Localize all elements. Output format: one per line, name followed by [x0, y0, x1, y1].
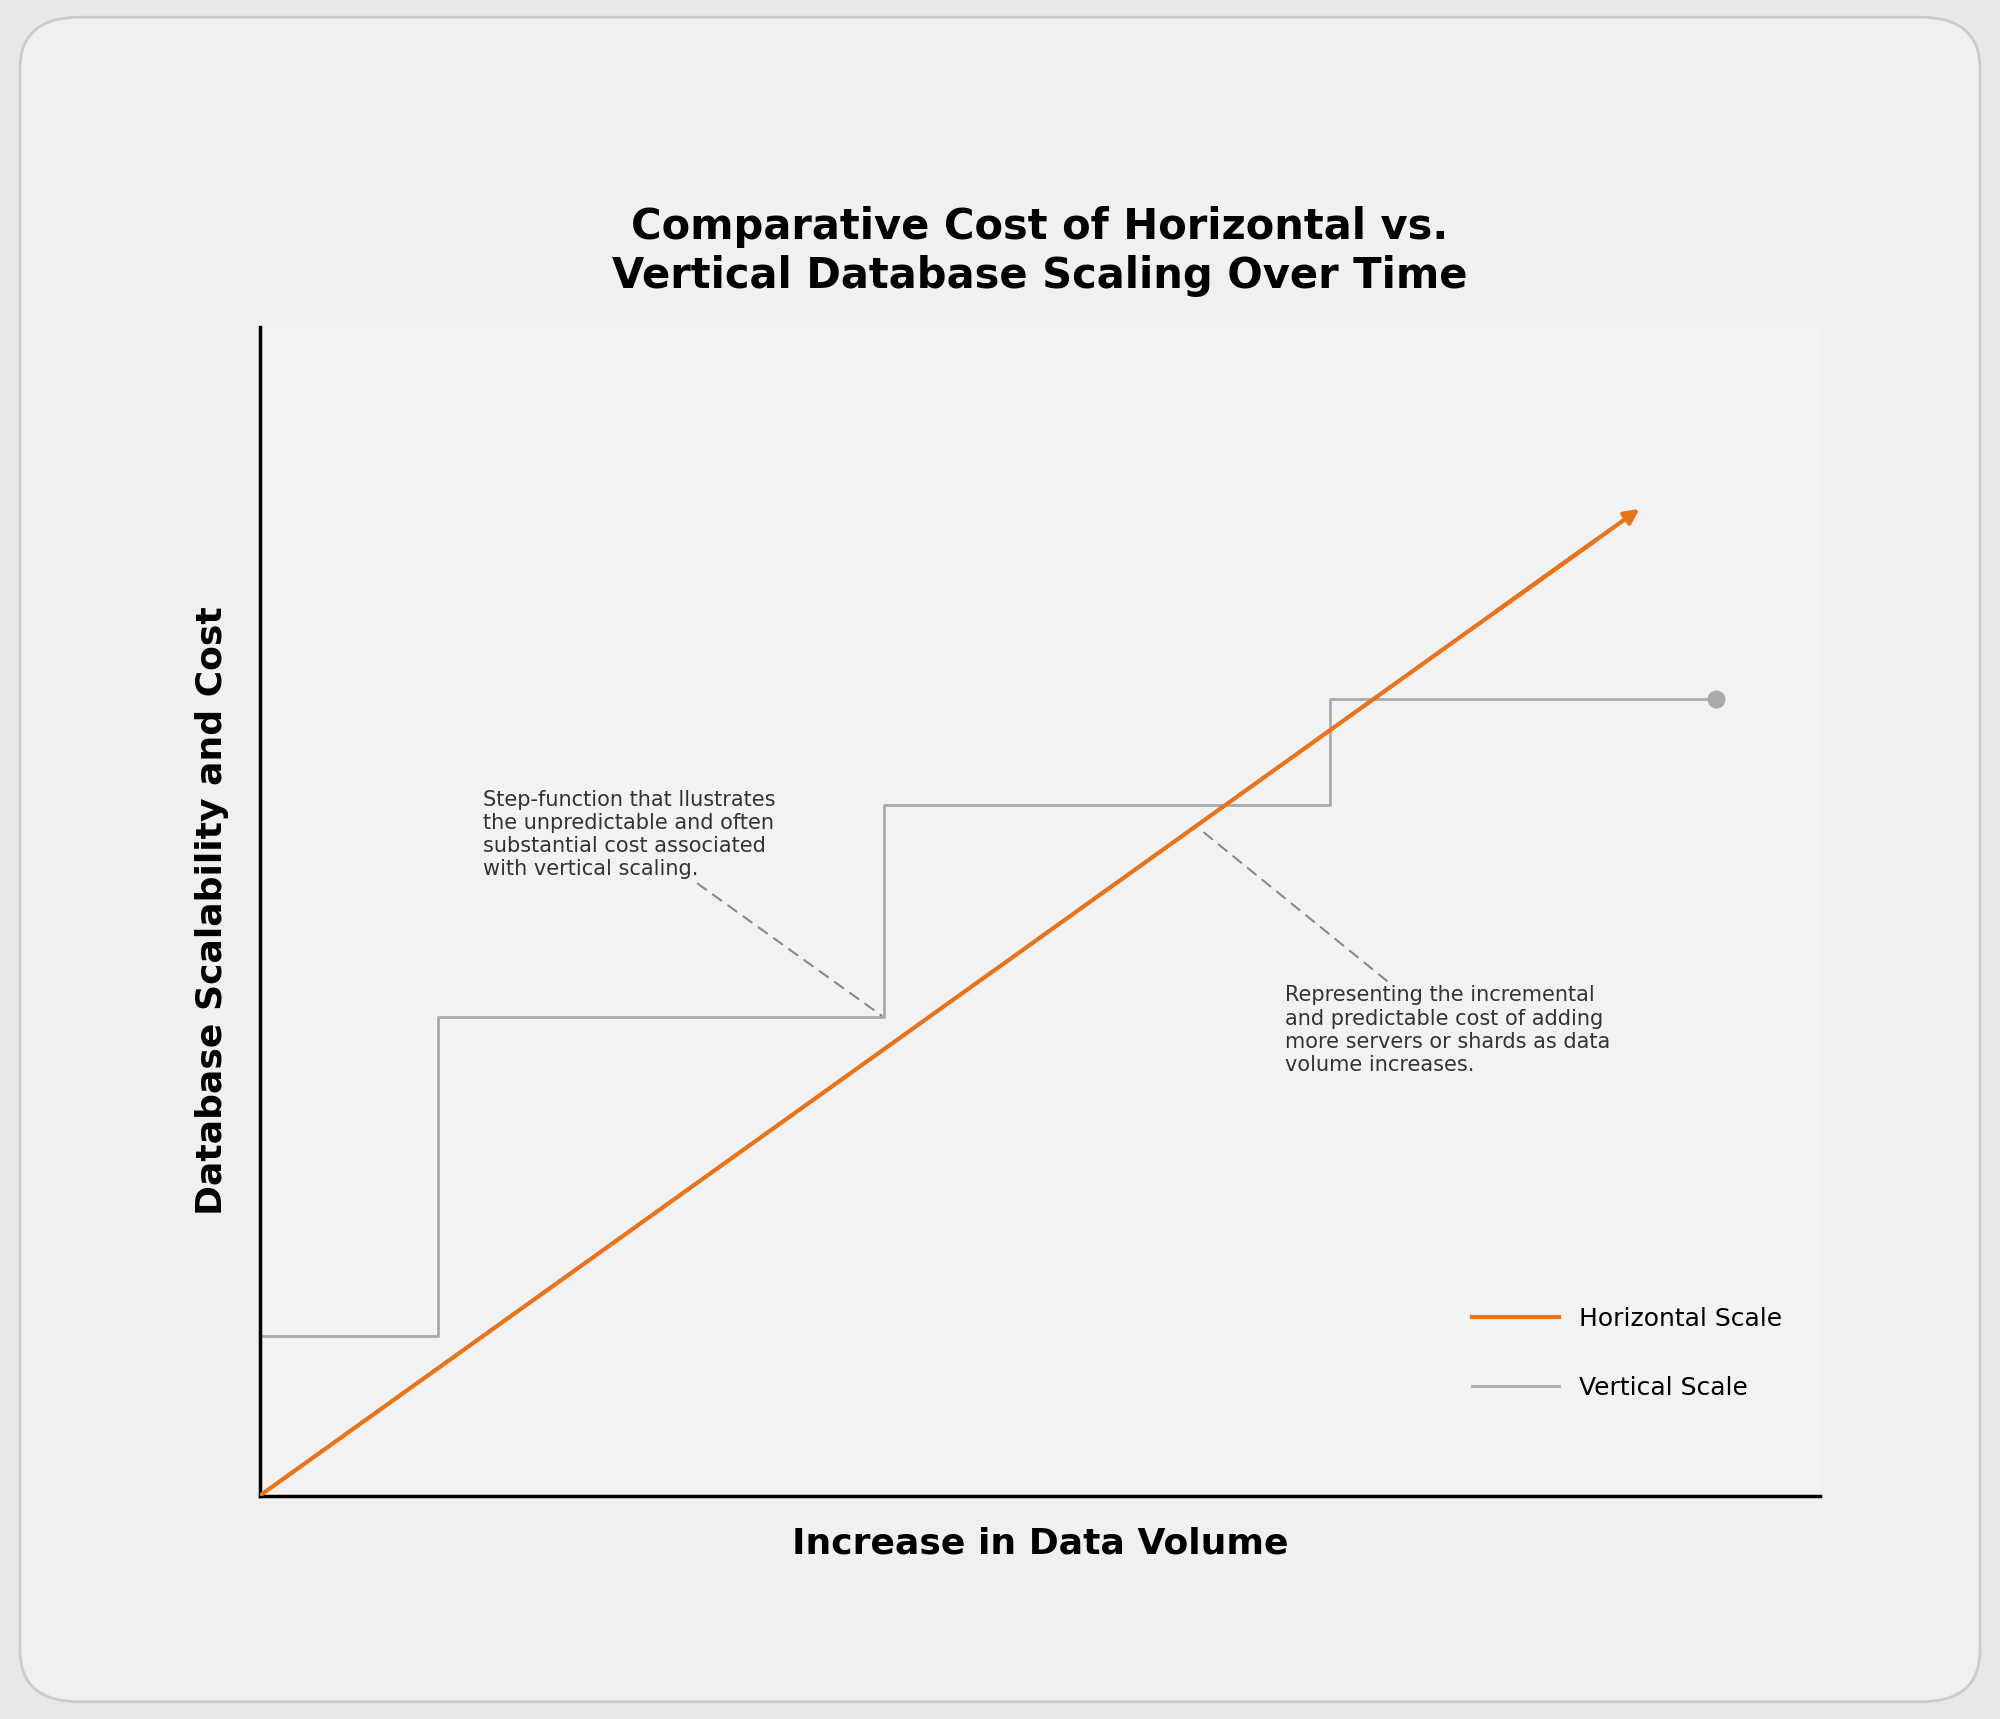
Text: Step-function that llustrates
the unpredictable and often
substantial cost assoc: Step-function that llustrates the unpred…: [482, 789, 882, 1016]
X-axis label: Increase in Data Volume: Increase in Data Volume: [792, 1526, 1288, 1561]
Title: Comparative Cost of Horizontal vs.
Vertical Database Scaling Over Time: Comparative Cost of Horizontal vs. Verti…: [612, 206, 1468, 297]
Text: Representing the incremental
and predictable cost of adding
more servers or shar: Representing the incremental and predict…: [1198, 829, 1610, 1074]
Legend: Horizontal Scale, Vertical Scale: Horizontal Scale, Vertical Scale: [1446, 1282, 1808, 1425]
Y-axis label: Database Scalability and Cost: Database Scalability and Cost: [196, 607, 230, 1215]
